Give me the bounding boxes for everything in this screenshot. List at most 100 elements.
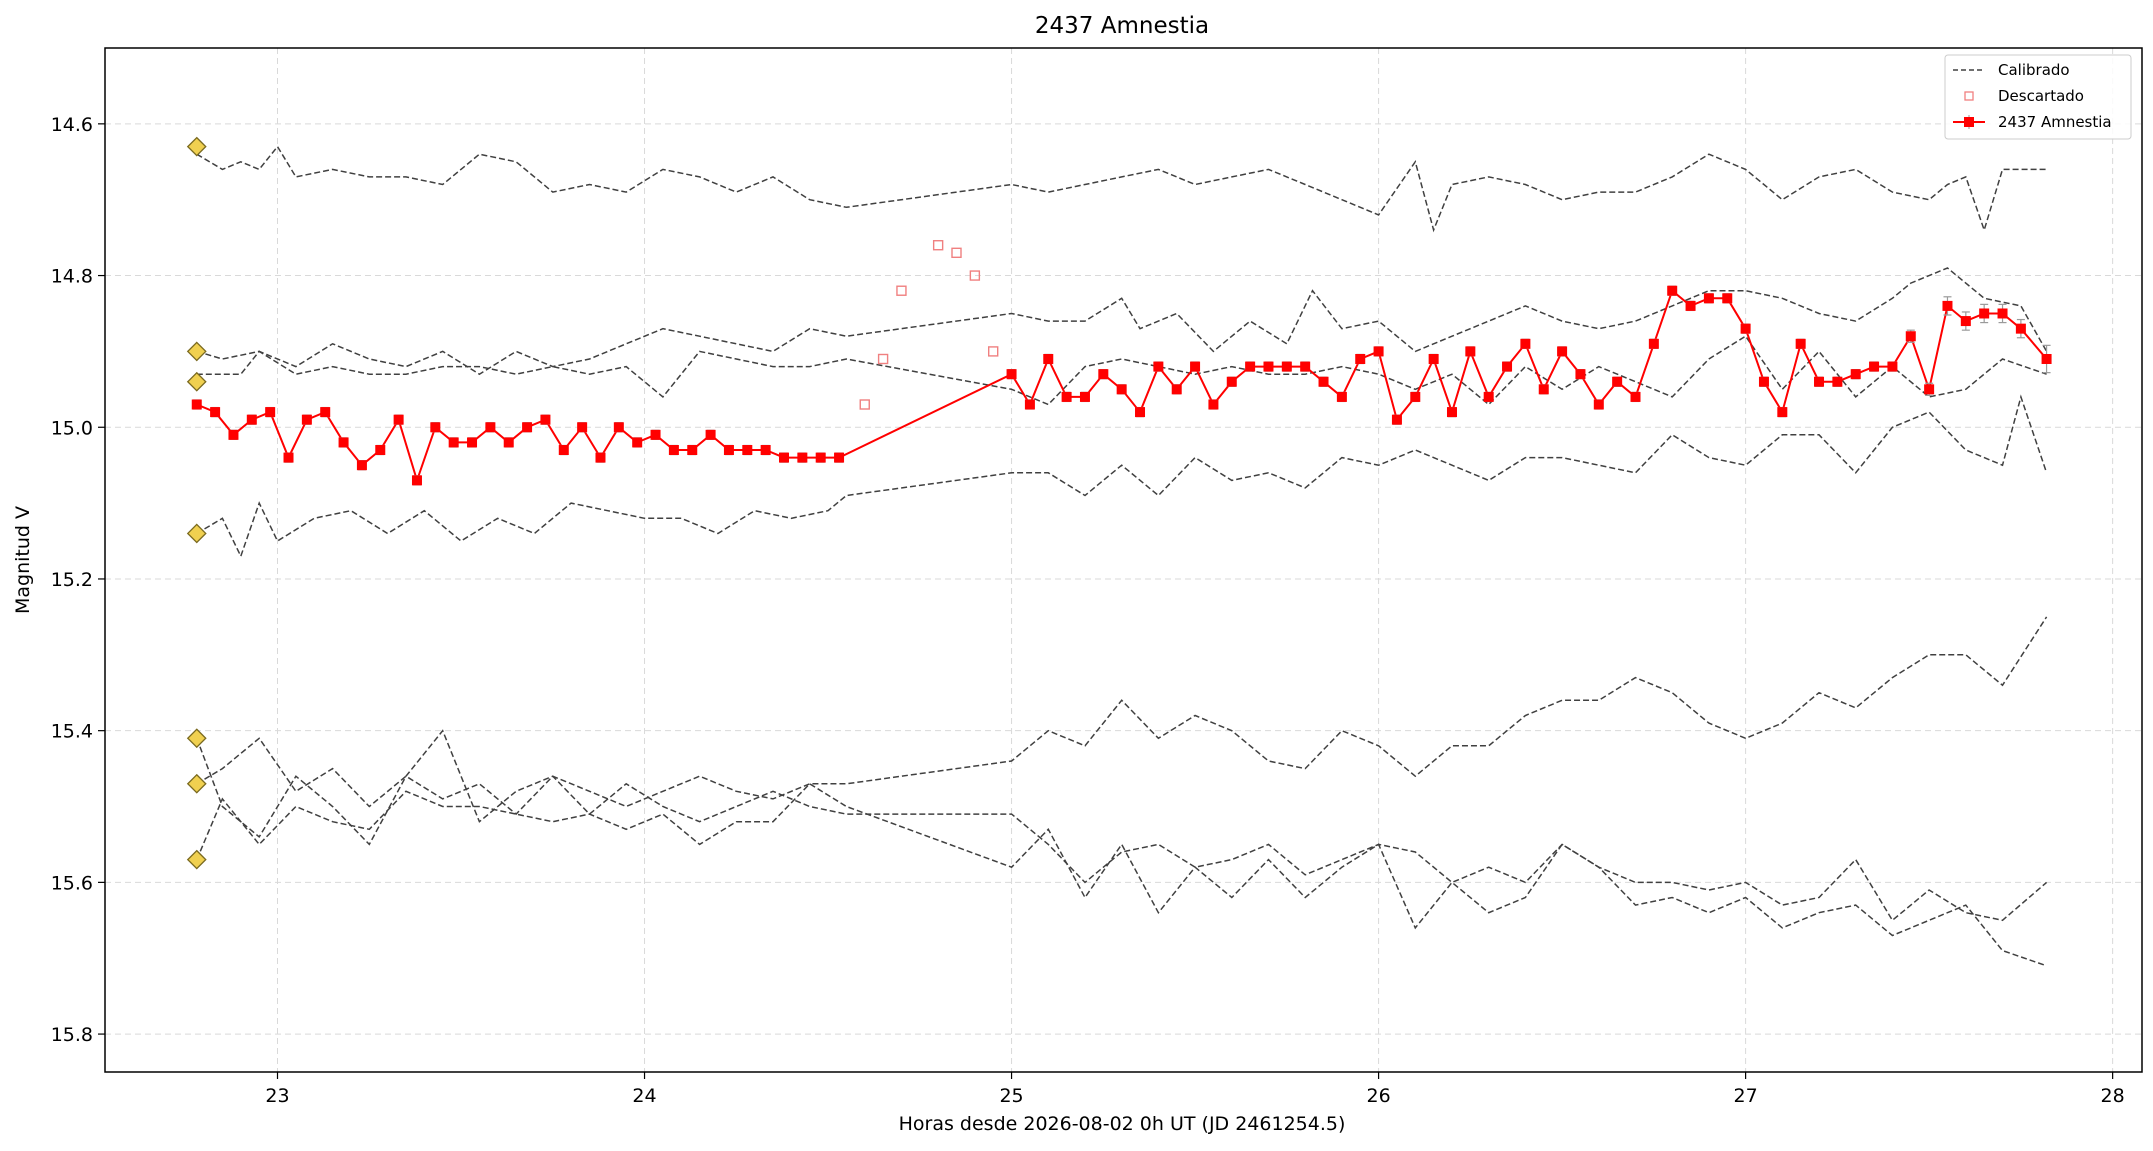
target-point: [797, 452, 808, 463]
x-axis-ticks: 23 24 25 26 27 28: [265, 1072, 2125, 1107]
target-point: [1043, 353, 1054, 364]
target-point: [191, 399, 202, 410]
target-point: [265, 407, 276, 418]
target-point: [1391, 414, 1402, 425]
target-point: [210, 407, 221, 418]
target-point: [1667, 285, 1678, 296]
target-point: [1722, 293, 1733, 304]
discarded-point: [969, 270, 981, 281]
y-tick-label: 14.8: [51, 266, 93, 288]
legend-box: [1944, 54, 2132, 140]
target-point: [1795, 338, 1806, 349]
target-point: [430, 422, 441, 433]
target-point: [1832, 376, 1843, 387]
x-tick-label: 25: [999, 1085, 1023, 1107]
target-point: [1373, 346, 1384, 357]
x-tick-label: 28: [2101, 1085, 2125, 1107]
target-point: [595, 452, 606, 463]
target-point: [1465, 346, 1476, 357]
target-point: [1208, 399, 1219, 410]
target-point: [1483, 391, 1494, 402]
discarded-point: [932, 240, 944, 251]
target-point: [577, 422, 588, 433]
legend-calibrated-label: Calibrado: [1998, 61, 2070, 79]
target-point: [1410, 391, 1421, 402]
target-point: [246, 414, 257, 425]
target-point: [1960, 316, 1971, 327]
x-axis-label: Horas desde 2026-08-02 0h UT (JD 2461254…: [899, 1113, 1346, 1135]
x-tick-label: 26: [1366, 1085, 1390, 1107]
target-point: [1612, 376, 1623, 387]
target-point: [1924, 384, 1935, 395]
target-point: [1814, 376, 1825, 387]
target-point: [522, 422, 533, 433]
comparison-markers-group: [186, 136, 207, 870]
calibrated-series-line-7: [196, 782, 2047, 967]
target-point: [815, 452, 826, 463]
target-point: [1024, 399, 1035, 410]
target-point: [1905, 331, 1916, 342]
plot-frame: [104, 47, 2143, 1073]
target-point: [301, 414, 312, 425]
target-point: [1135, 407, 1146, 418]
target-point: [1502, 361, 1513, 372]
comparison-star-marker: [186, 773, 207, 794]
target-point: [1593, 399, 1604, 410]
target-point: [1226, 376, 1237, 387]
target-point: [467, 437, 478, 448]
target-point: [1850, 369, 1861, 380]
chart-title: 2437 Amnestia: [1035, 13, 1209, 39]
target-point: [687, 445, 698, 456]
target-point: [742, 445, 753, 456]
target-point: [540, 414, 551, 425]
legend-target-marker-swatch: [1964, 117, 1974, 127]
discarded-points-group: [859, 240, 999, 410]
target-point: [1318, 376, 1329, 387]
target-point: [1116, 384, 1127, 395]
target-series-group: [191, 285, 2052, 486]
y-tick-label: 15.2: [51, 569, 93, 591]
target-point: [1869, 361, 1880, 372]
target-point: [1245, 361, 1256, 372]
target-point: [503, 437, 514, 448]
comparison-star-marker: [186, 728, 207, 749]
target-point: [320, 407, 331, 418]
calibrated-series-line-6: [196, 729, 2048, 922]
target-point: [1355, 353, 1366, 364]
target-point: [779, 452, 789, 463]
target-point: [1979, 308, 1990, 319]
target-point: [1887, 361, 1898, 372]
target-point: [411, 475, 422, 486]
target-point: [228, 429, 239, 440]
target-point: [283, 452, 294, 463]
target-point: [1098, 369, 1109, 380]
target-point: [1520, 338, 1531, 349]
target-point: [834, 452, 845, 463]
legend-discarded-swatch: [1964, 91, 1974, 101]
target-point: [1740, 323, 1751, 334]
grid-lines: [105, 48, 2142, 1072]
target-point: [1446, 407, 1457, 418]
target-point: [1006, 369, 1017, 380]
y-axis-ticks: 14.6 14.8 15.0 15.2 15.4 15.6 15.8: [51, 114, 105, 1046]
target-point: [1263, 361, 1274, 372]
target-point: [723, 445, 734, 456]
target-point: [1336, 391, 1347, 402]
x-tick-label: 24: [632, 1085, 656, 1107]
target-point: [632, 437, 643, 448]
target-point: [1557, 346, 1568, 357]
y-tick-label: 15.0: [51, 417, 93, 439]
target-point: [1061, 391, 1072, 402]
target-point: [393, 414, 404, 425]
calibrated-series-line-2: [196, 267, 2048, 376]
discarded-point: [951, 247, 962, 259]
y-tick-label: 14.6: [51, 114, 93, 136]
x-tick-label: 27: [1734, 1085, 1758, 1107]
target-point: [1281, 361, 1292, 372]
discarded-point: [877, 353, 889, 365]
discarded-point: [859, 399, 870, 410]
target-point: [760, 445, 771, 456]
target-point: [1777, 407, 1788, 418]
